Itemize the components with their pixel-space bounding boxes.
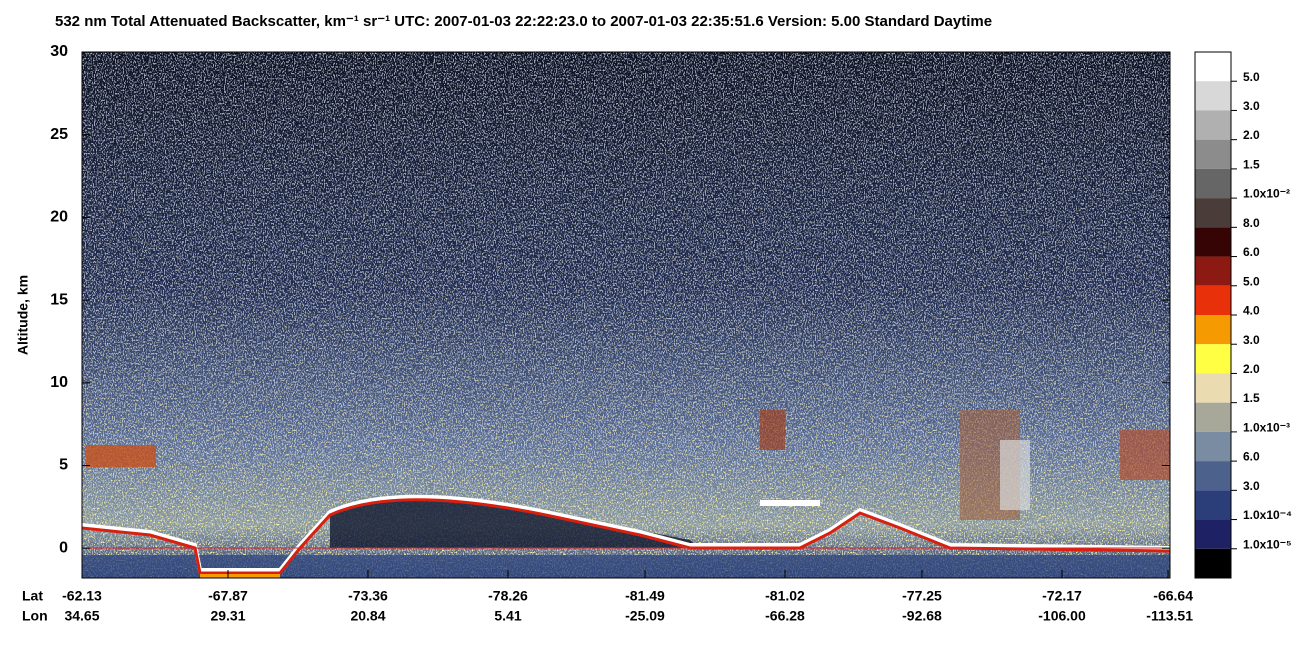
- y-tick-label: 30: [50, 43, 68, 60]
- colorbar-swatch: [1195, 344, 1231, 374]
- colorbar-label: 1.5: [1243, 391, 1260, 405]
- colorbar-swatch: [1195, 431, 1231, 462]
- y-tick-label: 10: [50, 374, 68, 391]
- colorbar-label: 5.0: [1243, 274, 1260, 288]
- colorbar-swatch: [1195, 168, 1231, 199]
- lat-label: -66.64: [1153, 588, 1193, 604]
- colorbar-swatch: [1195, 548, 1231, 578]
- lat-label: -67.87: [208, 588, 248, 604]
- lat-label: -78.26: [488, 588, 528, 604]
- y-tick-label: 20: [50, 209, 68, 226]
- lon-label: 5.41: [494, 608, 521, 624]
- colorbar-label: 1.5: [1243, 157, 1260, 171]
- colorbar-swatch: [1195, 315, 1231, 345]
- colorbar-label: 3.0: [1243, 99, 1260, 113]
- y-axis-label: Altitude, km: [15, 275, 31, 355]
- lon-label: -113.51: [1146, 608, 1193, 624]
- colorbar-swatch: [1195, 490, 1231, 520]
- colorbar-label: 3.0: [1243, 333, 1260, 347]
- lat-label: -77.25: [902, 588, 942, 604]
- colorbar-swatch: [1195, 402, 1231, 432]
- colorbar-label: 2.0: [1243, 128, 1260, 142]
- colorbar-label: 6.0: [1243, 450, 1260, 464]
- y-tick-label: 15: [50, 291, 68, 308]
- colorbar-swatch: [1195, 256, 1231, 286]
- lon-label: 29.31: [210, 608, 245, 624]
- y-tick-label: 5: [59, 457, 68, 474]
- lat-label: -73.36: [348, 588, 388, 604]
- lon-label: -66.28: [765, 608, 805, 624]
- lat-label: -81.02: [765, 588, 805, 604]
- lon-label: 20.84: [350, 608, 385, 624]
- colorbar-label: 1.0x10⁻³: [1243, 420, 1290, 434]
- colorbar-label: 3.0: [1243, 479, 1260, 493]
- lon-label: 34.65: [64, 608, 99, 624]
- colorbar-label: 6.0: [1243, 245, 1260, 259]
- plot-frame: [81, 51, 1171, 579]
- colorbar-swatch: [1195, 227, 1231, 257]
- colorbar-label: 8.0: [1243, 216, 1260, 230]
- lat-label: -62.13: [62, 588, 102, 604]
- colorbar-swatch: [1195, 52, 1231, 82]
- colorbar-label: 4.0: [1243, 304, 1260, 318]
- lat-row-label: Lat: [22, 588, 43, 604]
- colorbar-label: 2.0: [1243, 362, 1260, 376]
- colorbar-label: 5.0: [1243, 70, 1260, 84]
- colorbar-label: 1.0x10⁻⁵: [1243, 537, 1292, 551]
- colorbar-swatch: [1195, 110, 1231, 140]
- y-tick-label: 0: [59, 539, 68, 556]
- lon-label: -106.00: [1038, 608, 1086, 624]
- colorbar-swatch: [1195, 285, 1231, 315]
- colorbar-swatch: [1195, 139, 1231, 169]
- colorbar-swatch: [1195, 461, 1231, 491]
- colorbar-swatch: [1195, 373, 1231, 403]
- chart-title: 532 nm Total Attenuated Backscatter, km⁻…: [55, 13, 992, 30]
- lon-label: -92.68: [902, 608, 942, 624]
- colorbar-swatch: [1195, 198, 1231, 228]
- lat-label: -81.49: [625, 588, 665, 604]
- y-tick-label: 25: [50, 126, 68, 143]
- colorbar-swatch: [1195, 81, 1231, 111]
- colorbar-label: 1.0x10⁻⁴: [1243, 508, 1292, 522]
- lon-label: -25.09: [625, 608, 665, 624]
- lon-row-label: Lon: [22, 608, 48, 624]
- backscatter-image: [82, 52, 1170, 578]
- colorbar-label: 1.0x10⁻²: [1243, 187, 1290, 201]
- lat-label: -72.17: [1042, 588, 1082, 604]
- colorbar-swatch: [1195, 519, 1231, 549]
